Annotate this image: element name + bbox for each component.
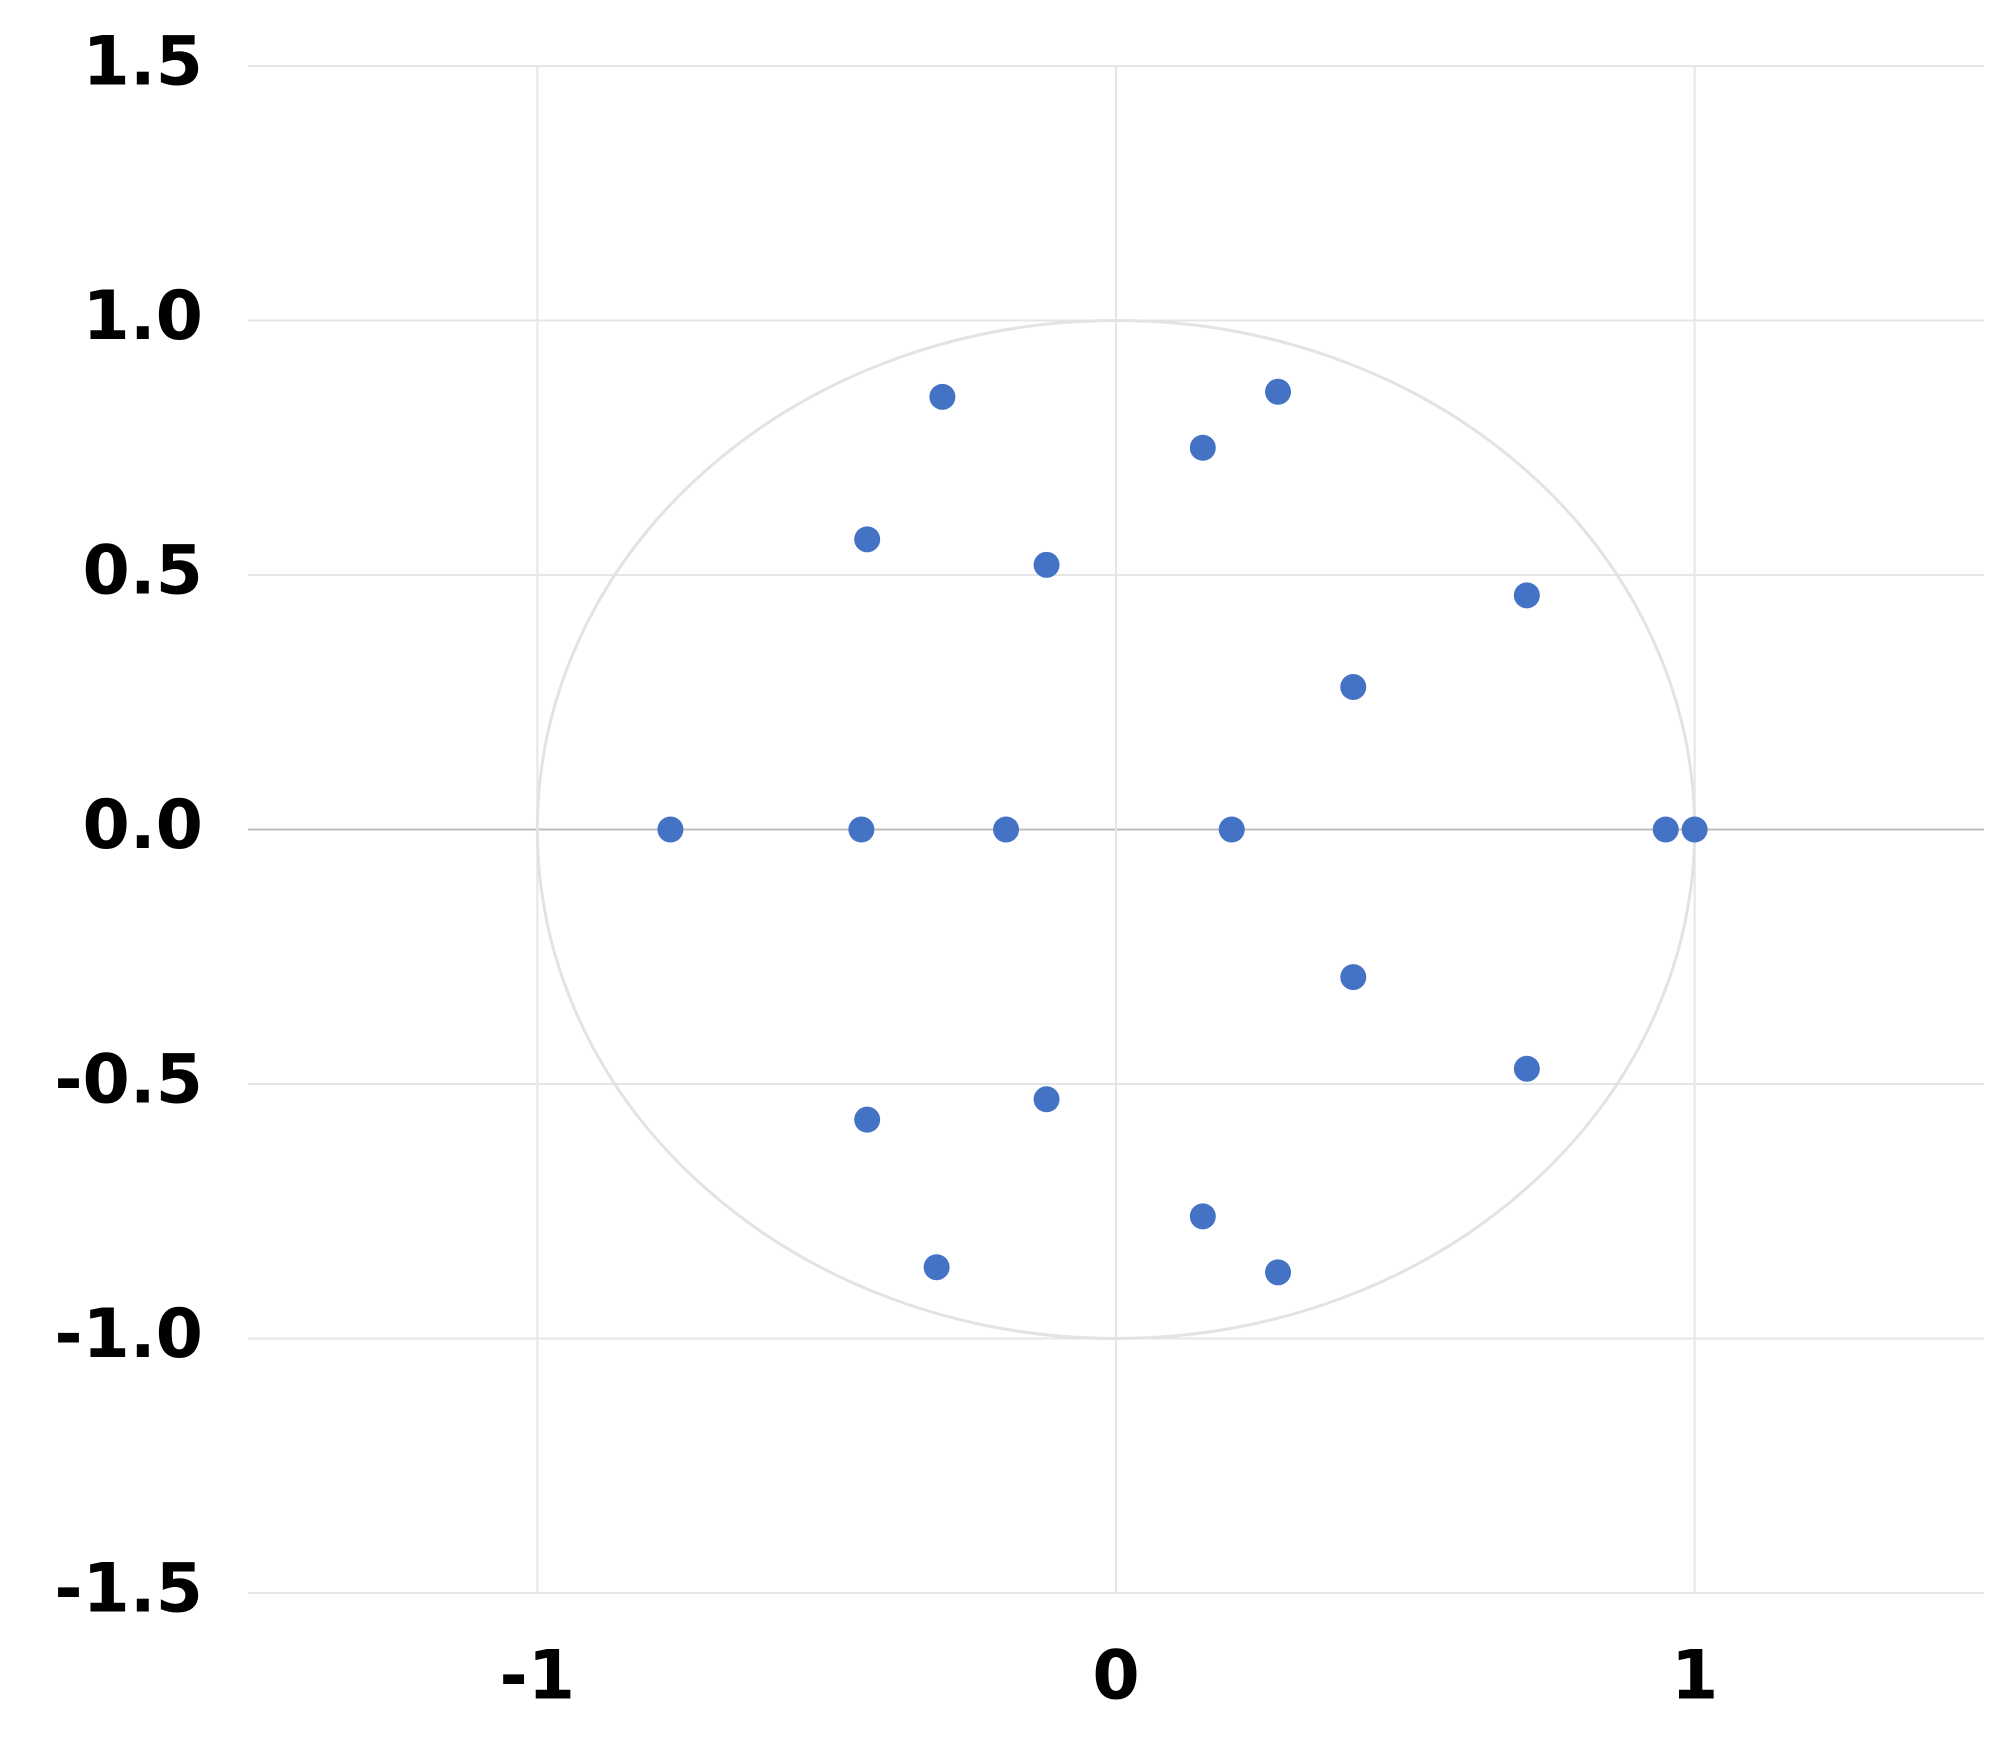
y-tick-label: -1.0 — [54, 1295, 203, 1374]
point — [1513, 582, 1540, 609]
point — [1652, 816, 1679, 843]
x-tick-label: 1 — [1671, 1637, 1718, 1716]
point — [993, 816, 1020, 843]
y-tick-label: 1.5 — [83, 23, 203, 102]
y-tick-label: 0.0 — [83, 786, 203, 865]
point — [1265, 378, 1292, 405]
point — [1681, 816, 1708, 843]
point — [1265, 1259, 1292, 1286]
point — [657, 816, 684, 843]
y-tick-label: 0.5 — [83, 532, 203, 611]
point — [1218, 816, 1245, 843]
y-tick-label: -1.5 — [54, 1550, 203, 1629]
point — [1189, 434, 1216, 461]
y-tick-label: -0.5 — [54, 1041, 203, 1120]
point — [1033, 1086, 1060, 1113]
point — [854, 1106, 881, 1133]
point — [1033, 551, 1060, 578]
y-tick-label: 1.0 — [83, 277, 203, 356]
point — [1340, 673, 1367, 700]
point — [929, 383, 956, 410]
x-tick-label: -1 — [500, 1637, 576, 1716]
point — [923, 1254, 950, 1281]
point — [1340, 964, 1367, 991]
point — [1189, 1203, 1216, 1230]
point — [854, 526, 881, 553]
point — [1513, 1055, 1540, 1082]
x-tick-label: 0 — [1092, 1637, 1139, 1716]
point — [848, 816, 875, 843]
